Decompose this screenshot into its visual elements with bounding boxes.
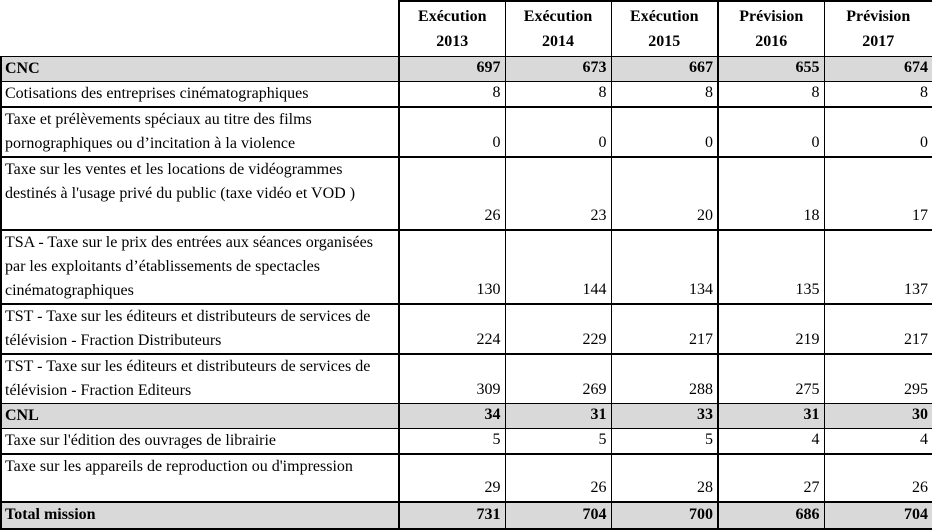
col-header-2013: Exécution 2013 [399,1,505,57]
col-header-year: 2013 [400,29,505,54]
row-label: Taxe sur l'édition des ouvrages de libra… [1,429,399,455]
value-cell: 144 [505,230,611,304]
row-label: CNL [1,404,399,429]
value-cell: 224 [399,304,505,354]
value-cell: 134 [611,230,718,304]
table-row-total-mission: Total mission 731 704 700 686 704 [1,502,932,529]
row-label: TST - Taxe sur les éditeurs et distribut… [1,354,399,404]
col-header-label: Exécution [612,4,718,29]
table-row-cnc: CNC 697 673 667 655 674 [1,57,932,82]
value-cell: 0 [824,107,932,157]
value-cell: 17 [824,157,932,230]
col-header-year: 2014 [506,29,611,54]
value-cell: 33 [611,404,718,429]
value-cell: 0 [399,107,505,157]
value-cell: 0 [505,107,611,157]
col-header-year: 2015 [612,29,718,54]
value-cell: 295 [824,354,932,404]
value-cell: 704 [824,502,932,529]
value-cell: 700 [611,502,718,529]
table-row-cnl: CNL 34 31 33 31 30 [1,404,932,429]
value-cell: 686 [718,502,824,529]
value-cell: 29 [399,454,505,502]
value-cell: 28 [611,454,718,502]
value-cell: 8 [611,82,718,108]
table-row-tst-editeurs: TST - Taxe sur les éditeurs et distribut… [1,354,932,404]
col-header-year: 2016 [719,29,824,54]
row-label: Taxe et prélèvements spéciaux au titre d… [1,107,399,157]
value-cell: 673 [505,57,611,82]
value-cell: 667 [611,57,718,82]
col-header-2015: Exécution 2015 [611,1,718,57]
row-label: CNC [1,57,399,82]
value-cell: 26 [824,454,932,502]
value-cell: 288 [611,354,718,404]
table-row-cotisations: Cotisations des entreprises cinématograp… [1,82,932,108]
value-cell: 8 [718,82,824,108]
col-header-label: Prévision [825,4,932,29]
value-cell: 5 [399,429,505,455]
value-cell: 135 [718,230,824,304]
value-cell: 4 [718,429,824,455]
value-cell: 8 [505,82,611,108]
value-cell: 731 [399,502,505,529]
col-header-2017: Prévision 2017 [824,1,932,57]
row-label: Cotisations des entreprises cinématograp… [1,82,399,108]
value-cell: 655 [718,57,824,82]
table-row-taxe-edition-librairie: Taxe sur l'édition des ouvrages de libra… [1,429,932,455]
value-cell: 8 [824,82,932,108]
value-cell: 130 [399,230,505,304]
value-cell: 34 [399,404,505,429]
value-cell: 18 [718,157,824,230]
value-cell: 275 [718,354,824,404]
col-header-label: Exécution [506,4,611,29]
col-header-label: Prévision [719,4,824,29]
value-cell: 219 [718,304,824,354]
col-header-2014: Exécution 2014 [505,1,611,57]
value-cell: 697 [399,57,505,82]
value-cell: 704 [505,502,611,529]
table-row-taxe-video-vod: Taxe sur les ventes et les locations de … [1,157,932,230]
value-cell: 26 [505,454,611,502]
col-header-label: Exécution [400,4,505,29]
value-cell: 4 [824,429,932,455]
table-row-taxe-appareils-reproduction: Taxe sur les appareils de reproduction o… [1,454,932,502]
value-cell: 5 [611,429,718,455]
row-label: TST - Taxe sur les éditeurs et distribut… [1,304,399,354]
value-cell: 8 [399,82,505,108]
col-header-year: 2017 [825,29,932,54]
table-row-taxe-films-pornographiques: Taxe et prélèvements spéciaux au titre d… [1,107,932,157]
value-cell: 269 [505,354,611,404]
table-row-tsa: TSA - Taxe sur le prix des entrées aux s… [1,230,932,304]
value-cell: 0 [611,107,718,157]
header-row: Exécution 2013 Exécution 2014 Exécution … [1,1,932,57]
row-label: Taxe sur les ventes et les locations de … [1,157,399,230]
value-cell: 26 [399,157,505,230]
value-cell: 30 [824,404,932,429]
table-row-tst-distributeurs: TST - Taxe sur les éditeurs et distribut… [1,304,932,354]
value-cell: 31 [505,404,611,429]
value-cell: 0 [718,107,824,157]
value-cell: 217 [824,304,932,354]
value-cell: 137 [824,230,932,304]
value-cell: 674 [824,57,932,82]
row-label: Total mission [1,502,399,529]
value-cell: 229 [505,304,611,354]
value-cell: 27 [718,454,824,502]
corner-cell [1,1,399,57]
value-cell: 217 [611,304,718,354]
value-cell: 23 [505,157,611,230]
value-cell: 20 [611,157,718,230]
value-cell: 309 [399,354,505,404]
row-label: Taxe sur les appareils de reproduction o… [1,454,399,502]
value-cell: 5 [505,429,611,455]
row-label: TSA - Taxe sur le prix des entrées aux s… [1,230,399,304]
value-cell: 31 [718,404,824,429]
col-header-2016: Prévision 2016 [718,1,824,57]
